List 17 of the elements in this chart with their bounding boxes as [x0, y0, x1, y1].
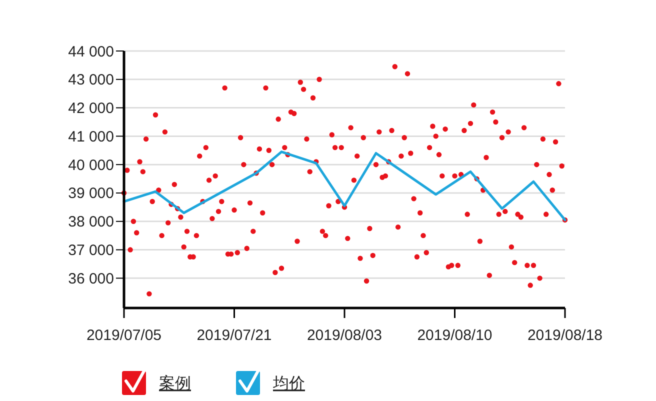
y-tick-label: 40 000: [68, 156, 114, 174]
y-tick-label: 36 000: [68, 270, 114, 288]
line-series: [122, 150, 566, 222]
x-tick-label: 2019/07/05: [86, 327, 162, 344]
y-tick-label: 42 000: [68, 100, 114, 118]
y-tick-label: 43 000: [68, 72, 114, 89]
y-tick-label: 39 000: [68, 185, 114, 202]
legend-label: 案例: [159, 374, 191, 393]
y-tick-label: 41 000: [68, 128, 114, 146]
x-tick-label: 2019/08/03: [306, 327, 382, 344]
x-tick-label: 2019/08/18: [527, 327, 603, 344]
y-tick-label: 38 000: [68, 214, 114, 231]
x-tick-label: 2019/07/21: [196, 327, 272, 344]
legend-label: 均价: [272, 376, 305, 393]
x-tick-label: 2019/08/10: [417, 327, 492, 344]
y-tick-label: 44 000: [68, 43, 114, 60]
y-tick-label: 37 000: [68, 242, 114, 260]
